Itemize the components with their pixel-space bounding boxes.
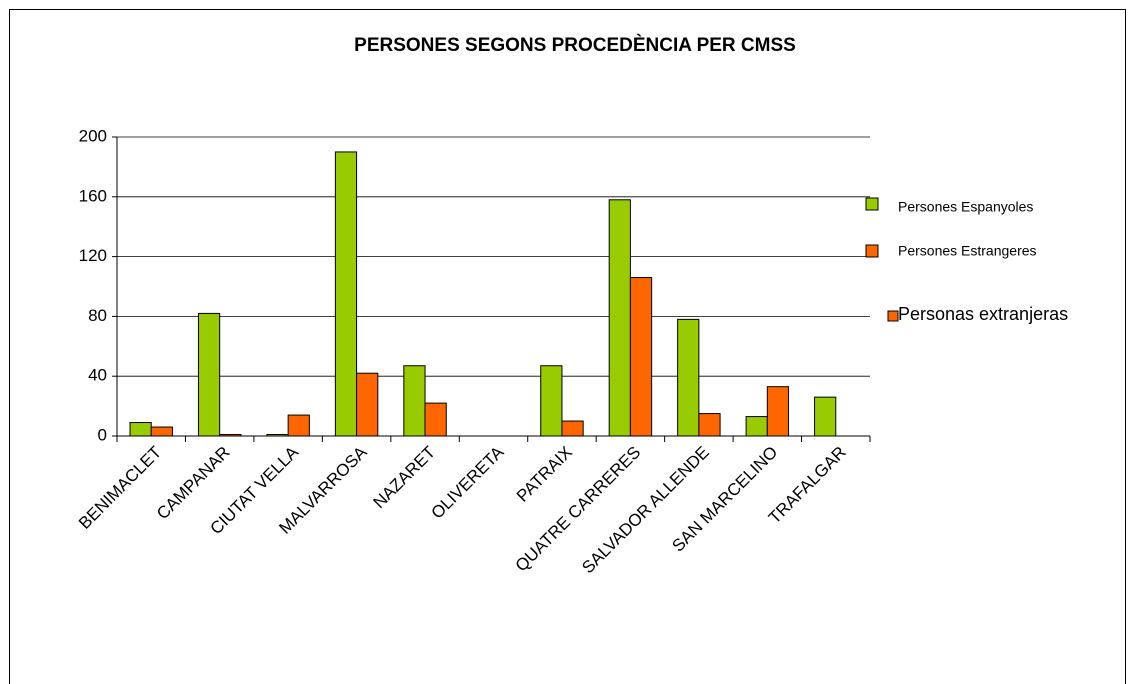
bar xyxy=(334,151,358,437)
x-tick-label: BENIMACLET xyxy=(75,443,165,533)
x-tick-label: OLIVERETA xyxy=(427,442,507,522)
legend-label: Persones Espanyoles xyxy=(898,199,1033,215)
bar xyxy=(150,426,173,437)
y-tick-label: 160 xyxy=(79,186,107,205)
y-tick-label: 200 xyxy=(79,126,107,145)
bar xyxy=(540,365,563,437)
bar xyxy=(266,434,289,437)
bar xyxy=(403,365,426,437)
bar xyxy=(608,199,631,437)
x-tick-label: SALVADOR ALLENDE xyxy=(578,443,713,578)
bar xyxy=(197,312,221,437)
bar xyxy=(356,372,379,437)
bar xyxy=(698,413,721,437)
y-tick-label: 40 xyxy=(88,366,107,385)
x-tick-label: PATRAIX xyxy=(513,443,576,506)
y-tick-label: 0 xyxy=(98,425,107,444)
legend-marker xyxy=(865,197,879,211)
x-tick-label: NAZARET xyxy=(370,443,440,513)
legend-marker xyxy=(865,244,879,258)
x-tick-label: QUATRE CARRERES xyxy=(512,443,645,576)
bar xyxy=(629,277,653,437)
y-tick-label: 80 xyxy=(88,306,107,325)
bar xyxy=(287,414,310,437)
bar xyxy=(745,416,768,437)
bar xyxy=(129,422,152,437)
bar xyxy=(561,420,584,437)
legend-label: Personas extranjeras xyxy=(898,304,1068,324)
frame xyxy=(9,9,1126,684)
legend-marker xyxy=(887,310,899,322)
y-tick-label: 120 xyxy=(79,246,107,265)
bar xyxy=(814,396,837,437)
chart-title: PERSONES SEGONS PROCEDÈNCIA PER CMSS xyxy=(354,34,796,56)
bar xyxy=(677,318,700,437)
legend-label: Persones Estrangeres xyxy=(898,243,1037,259)
bar xyxy=(766,386,790,437)
bar xyxy=(424,402,447,437)
bar xyxy=(219,434,242,437)
